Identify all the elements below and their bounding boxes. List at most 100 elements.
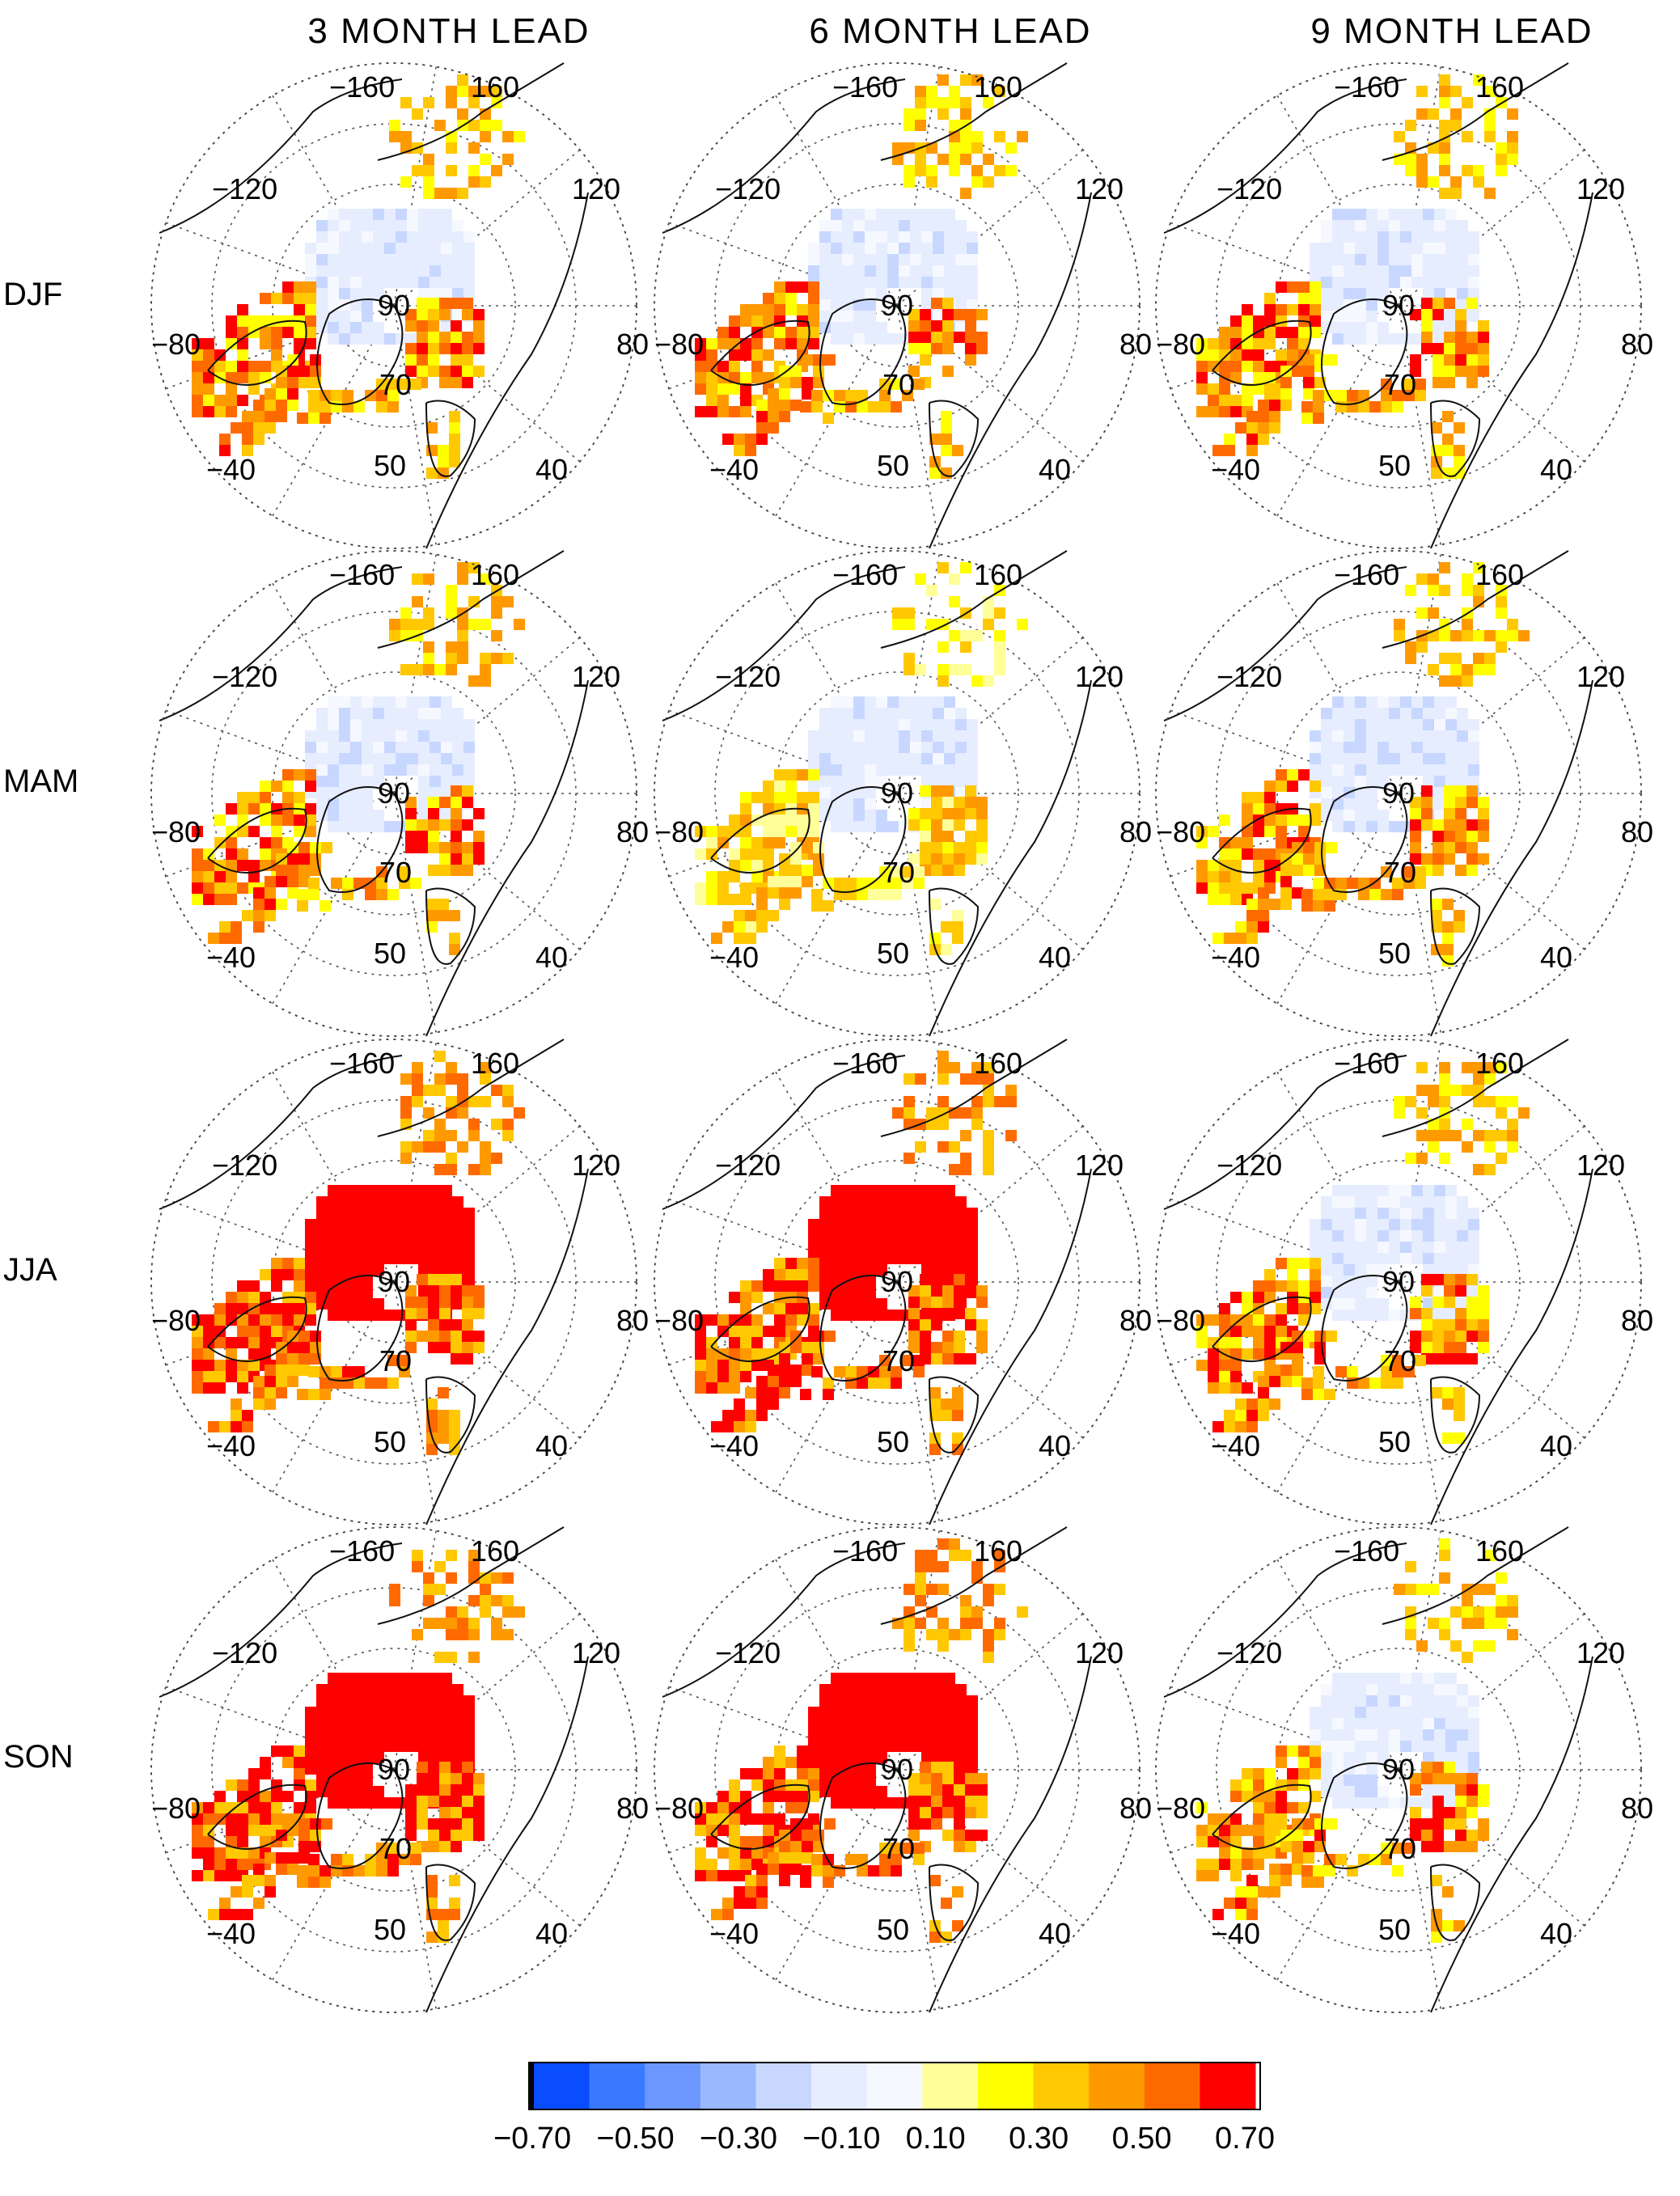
map-coordinate-label: 80 — [616, 328, 649, 361]
map-coordinate-label: −120 — [1217, 660, 1282, 693]
polar-map-panel: −160 160 −120 120 −80 80 −40 40 90 70 50 — [150, 62, 649, 549]
map-coordinate-label: 40 — [535, 941, 568, 974]
map-coordinate-label: 50 — [374, 449, 406, 482]
map-coordinate-label: 80 — [1119, 328, 1152, 361]
map-coordinate-label: −40 — [709, 941, 759, 974]
map-coordinate-label: 120 — [1075, 172, 1124, 205]
map-coordinate-label: −80 — [1156, 815, 1205, 848]
map-coordinate-label: −160 — [329, 558, 395, 591]
map-coordinate-label: 80 — [1119, 1304, 1152, 1337]
map-coordinate-label: 120 — [572, 1149, 620, 1182]
colorbar-swatch — [534, 2063, 590, 2109]
map-coordinate-label: 90 — [881, 776, 913, 810]
colorbar-swatch — [1089, 2063, 1145, 2109]
map-coordinate-label: −160 — [329, 1047, 395, 1080]
map-coordinate-label: −80 — [654, 1304, 704, 1337]
column-title-6-month: 6 MONTH LEAD — [809, 11, 1092, 51]
map-coordinate-label: 70 — [882, 1344, 915, 1377]
map-coordinate-label: −160 — [329, 70, 395, 104]
map-coordinate-label: 90 — [378, 776, 410, 810]
map-coordinate-label: −80 — [654, 328, 704, 361]
map-coordinate-label: −40 — [206, 453, 256, 486]
map-coordinate-label: 80 — [616, 1792, 649, 1825]
map-coordinate-label: 80 — [1621, 815, 1653, 848]
colorbar-swatch — [1200, 2063, 1256, 2109]
map-coordinate-label: −120 — [715, 1149, 781, 1182]
map-coordinate-label: −160 — [832, 70, 898, 104]
map-coordinate-label: 40 — [1039, 1429, 1071, 1462]
map-coordinate-label: −80 — [1156, 1304, 1205, 1337]
map-coordinate-label: −160 — [832, 1047, 898, 1080]
map-coordinate-label: 160 — [471, 70, 519, 104]
map-coordinate-label: 120 — [1576, 1149, 1625, 1182]
map-coordinate-label: 70 — [379, 1344, 412, 1377]
map-coordinate-label: 70 — [1384, 1344, 1416, 1377]
map-coordinate-label: 70 — [1384, 1832, 1416, 1865]
map-coordinate-label: −40 — [206, 941, 256, 974]
colorbar-frame — [528, 2062, 1261, 2110]
map-coordinate-label: −40 — [709, 453, 759, 486]
map-coordinate-label: 70 — [379, 1832, 412, 1865]
polar-map-panel: −160 160 −120 120 −80 80 −40 40 90 70 50 — [150, 550, 649, 1037]
map-coordinate-label: −40 — [1211, 453, 1260, 486]
map-coordinate-label: −160 — [1334, 1047, 1399, 1080]
map-coordinate-label: −40 — [1211, 1429, 1260, 1462]
map-coordinate-label: −40 — [709, 1917, 759, 1950]
row-label-mam: MAM — [3, 764, 79, 799]
map-coordinate-label: 90 — [1382, 1265, 1415, 1298]
polar-map-panel: −160 160 −120 120 −80 80 −40 40 90 70 50 — [150, 1039, 649, 1525]
map-coordinate-label: 40 — [1540, 453, 1572, 486]
map-coordinate-label: 160 — [1475, 70, 1524, 104]
map-coordinate-label: 160 — [471, 1047, 519, 1080]
map-coordinate-label: 160 — [974, 70, 1022, 104]
map-coordinate-label: 90 — [1382, 289, 1415, 322]
map-coordinate-label: 50 — [1378, 1425, 1411, 1458]
map-coordinate-label: 70 — [1384, 368, 1416, 401]
map-coordinate-label: 120 — [572, 660, 620, 693]
map-coordinate-label: 120 — [1075, 1636, 1124, 1669]
map-coordinate-label: −120 — [212, 660, 277, 693]
polar-map-panel: −160 160 −120 120 −80 80 −40 40 90 70 50 — [654, 1526, 1152, 2013]
colorbar-swatch — [1033, 2063, 1090, 2109]
map-coordinate-label: 50 — [1378, 449, 1411, 482]
map-coordinate-label: 50 — [1378, 1913, 1411, 1946]
map-coordinate-label: 50 — [877, 937, 909, 970]
colorbar-swatch — [977, 2063, 1035, 2109]
map-coordinate-label: 160 — [1475, 1534, 1524, 1568]
map-coordinate-label: −40 — [206, 1917, 256, 1950]
map-coordinate-label: 90 — [1382, 1753, 1415, 1786]
polar-map-panel: −160 160 −120 120 −80 80 −40 40 90 70 50 — [654, 62, 1152, 549]
colorbar-label: −0.10 — [802, 2122, 880, 2156]
map-coordinate-label: −40 — [709, 1429, 759, 1462]
map-coordinate-label: 40 — [1540, 1429, 1572, 1462]
map-coordinate-label: 70 — [882, 1832, 915, 1865]
colorbar-swatch — [589, 2063, 645, 2109]
colorbar-label: 0.30 — [1009, 2122, 1069, 2156]
colorbar-label: 0.70 — [1215, 2122, 1275, 2156]
map-coordinate-label: 80 — [1119, 815, 1152, 848]
map-coordinate-label: 160 — [974, 558, 1022, 591]
map-coordinate-label: 40 — [1039, 941, 1071, 974]
map-coordinate-label: 160 — [974, 1534, 1022, 1568]
map-coordinate-label: −80 — [151, 815, 201, 848]
map-coordinate-label: −80 — [151, 1304, 201, 1337]
map-coordinate-label: 70 — [379, 368, 412, 401]
map-coordinate-label: 80 — [1621, 328, 1653, 361]
row-label-jja: JJA — [3, 1252, 57, 1288]
colorbar-label: 0.50 — [1112, 2122, 1172, 2156]
map-coordinate-label: −120 — [1217, 1149, 1282, 1182]
map-coordinate-label: 120 — [1576, 660, 1625, 693]
map-coordinate-label: 160 — [974, 1047, 1022, 1080]
colorbar-swatch — [700, 2063, 756, 2109]
map-coordinate-label: −120 — [715, 1636, 781, 1669]
map-coordinate-label: 90 — [378, 289, 410, 322]
map-coordinate-label: 120 — [1075, 660, 1124, 693]
colorbar-label: −0.50 — [596, 2122, 674, 2156]
map-coordinate-label: 90 — [378, 1753, 410, 1786]
map-coordinate-label: 70 — [882, 368, 915, 401]
colorbar-swatch — [645, 2063, 701, 2109]
map-coordinate-label: 50 — [877, 449, 909, 482]
map-coordinate-label: −120 — [212, 1636, 277, 1669]
colorbar-label: 0.10 — [906, 2122, 966, 2156]
